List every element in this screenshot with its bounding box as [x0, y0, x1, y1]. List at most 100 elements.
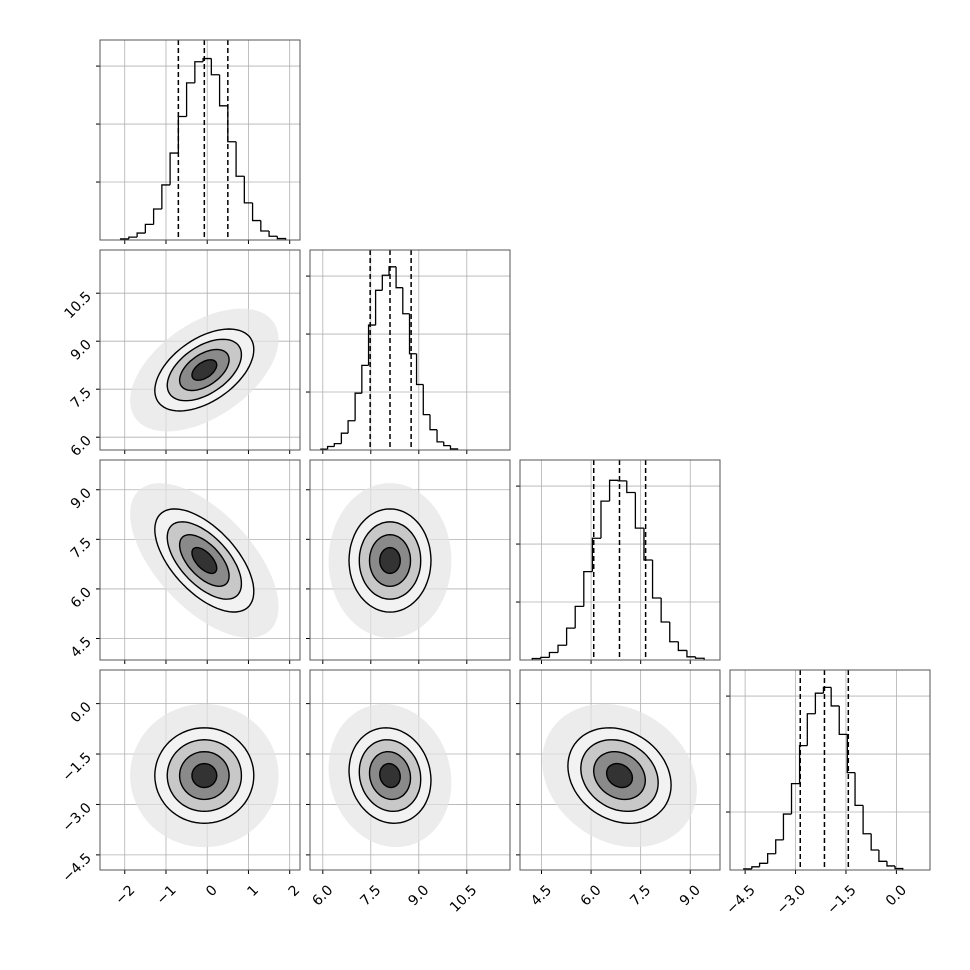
histogram-bin: [443, 441, 451, 447]
x-tick-label: 9.0: [677, 882, 704, 909]
contour-line: [348, 727, 432, 825]
histogram-bin: [235, 141, 245, 177]
histogram-bin: [822, 686, 832, 694]
histogram-bin: [548, 651, 559, 658]
histogram-bin: [276, 236, 287, 240]
contour-line: [592, 751, 647, 801]
histogram-bin: [136, 232, 146, 238]
histogram-bin: [600, 500, 610, 539]
contour-line: [178, 348, 230, 392]
histogram-bin: [782, 813, 792, 840]
histogram-bin: [574, 605, 584, 629]
histogram-bin: [870, 833, 879, 851]
histogram-bin: [677, 641, 687, 652]
y-tick-label: 0.0: [68, 699, 95, 726]
histogram-bin: [634, 492, 644, 529]
x-tick-label: −4.5: [723, 882, 758, 917]
y-tick-label: 7.5: [68, 385, 95, 412]
contour-line: [348, 508, 432, 613]
histogram-bin: [591, 537, 601, 572]
contour-line: [166, 521, 243, 600]
x-tick-label: −2: [112, 882, 138, 908]
histogram-bin: [651, 560, 662, 599]
density-panel: [130, 703, 279, 848]
density-panel: [328, 704, 452, 848]
histogram-bin: [152, 208, 162, 225]
contour-line: [379, 762, 401, 789]
y-tick-label: −4.5: [59, 850, 94, 885]
histogram-bin: [583, 570, 593, 607]
histogram-bin: [540, 656, 550, 659]
histogram-bin: [177, 115, 187, 154]
contour-line: [358, 521, 422, 600]
density-panel: [130, 483, 279, 638]
histogram-bin: [449, 445, 459, 450]
histogram-bin: [775, 839, 784, 854]
histogram-bin: [326, 445, 335, 450]
contour-line: [191, 762, 218, 789]
axes-frame: [99, 459, 301, 661]
histogram-bin: [218, 74, 228, 107]
histogram-bin: [388, 266, 397, 276]
density-panel: [328, 483, 452, 638]
histogram-bin: [402, 287, 410, 315]
histogram-bin: [894, 865, 904, 870]
histogram-bin: [367, 324, 376, 366]
contour-line: [166, 738, 243, 813]
axes-frame: [729, 669, 931, 871]
histogram-bin: [202, 57, 212, 62]
contour-line: [567, 727, 672, 825]
x-tick-label: 6.0: [309, 882, 336, 909]
y-tick-label: 4.5: [68, 634, 95, 661]
x-tick-label: 10.5: [447, 882, 480, 915]
density-panel: [542, 704, 697, 848]
histogram-bin: [436, 429, 444, 443]
axes-frame: [99, 249, 301, 451]
histogram-bin: [557, 644, 567, 653]
y-tick-label: −1.5: [59, 750, 94, 785]
x-tick-label: 0: [203, 882, 221, 900]
histogram-bin: [669, 622, 679, 643]
histogram-bin: [751, 866, 760, 869]
contour-line: [178, 534, 230, 588]
contour-line: [178, 750, 230, 801]
histogram-bin: [333, 442, 342, 447]
histogram-bin: [643, 528, 653, 561]
y-tick-label: 9.0: [68, 485, 95, 512]
contour-line: [580, 739, 659, 812]
histogram-bin: [251, 202, 261, 222]
histogram-bin: [830, 687, 840, 707]
histogram-bin: [806, 713, 816, 746]
histogram-bin: [268, 231, 278, 237]
contour-line: [154, 328, 255, 412]
contour-line: [358, 739, 422, 813]
contour-line: [166, 338, 243, 402]
axes-frame: [309, 669, 511, 871]
axes-frame: [519, 459, 721, 661]
histogram-bin: [862, 805, 872, 835]
x-tick-label: 6.0: [578, 882, 605, 909]
x-tick-label: 2: [286, 882, 304, 900]
histogram-bin: [340, 432, 349, 444]
y-tick-label: 6.0: [68, 584, 95, 611]
contour-line: [368, 751, 412, 801]
y-tick-label: 7.5: [68, 535, 95, 562]
histogram-bin: [626, 480, 636, 494]
histogram-bin: [194, 61, 204, 83]
histogram-bin: [846, 734, 856, 774]
histogram-bin: [144, 223, 154, 234]
x-tick-label: 7.5: [357, 882, 384, 909]
histogram-bin: [347, 420, 356, 434]
x-tick-label: −3.0: [774, 882, 809, 917]
histogram-bin: [660, 597, 670, 623]
y-tick-label: 9.0: [68, 337, 95, 364]
density-fill: [379, 547, 401, 574]
contour-line: [154, 508, 255, 613]
axes-frame: [309, 459, 511, 661]
contour-line: [154, 727, 255, 825]
histogram-bin: [565, 627, 576, 646]
x-tick-label: 1: [244, 882, 262, 900]
histogram-bin: [260, 220, 270, 232]
histogram-bin: [422, 384, 430, 416]
